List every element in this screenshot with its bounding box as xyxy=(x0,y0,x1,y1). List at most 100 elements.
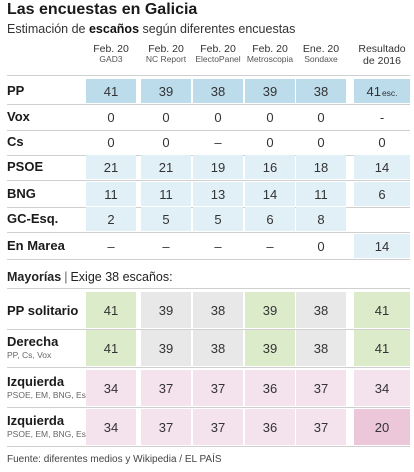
majority-cell: 34 xyxy=(86,409,136,445)
majority-cell: 37 xyxy=(193,409,243,445)
result-header-line2: de 2016 xyxy=(363,54,401,67)
party-label: BNG xyxy=(7,186,36,201)
majority-value: 37 xyxy=(158,419,174,435)
row-divider xyxy=(7,104,410,105)
seat-value: 5 xyxy=(214,211,222,227)
seat-value: – xyxy=(214,238,222,254)
seat-value: 0 xyxy=(162,134,170,150)
result-cell: 14 xyxy=(354,155,410,179)
column-header: Feb. 20 ElectoPanel xyxy=(193,43,243,64)
column-date: Feb. 20 xyxy=(252,43,288,55)
column-date: Ene. 20 xyxy=(302,43,340,55)
majority-value: 37 xyxy=(210,380,226,396)
party-label: GC-Esq. xyxy=(7,211,59,226)
result-cell: 41 esc. xyxy=(354,79,410,103)
seat-cell: 38 xyxy=(193,79,243,103)
majority-value: 41 xyxy=(103,302,119,318)
seat-value: 41 xyxy=(103,83,119,99)
majority-cell: 38 xyxy=(296,330,346,366)
column-date: Feb. 20 xyxy=(148,43,184,55)
seat-value: 14 xyxy=(262,186,278,202)
majority-cell: 38 xyxy=(193,330,243,366)
page-title: Las encuestas en Galicia xyxy=(7,1,198,18)
subtitle-post: según diferentes encuestas xyxy=(139,22,296,36)
seat-cell: 21 xyxy=(86,155,136,179)
seat-value: 0 xyxy=(266,134,274,150)
seat-cell: 13 xyxy=(193,182,243,206)
majority-cell: 37 xyxy=(141,370,191,406)
majority-value: 34 xyxy=(103,419,119,435)
seat-cell: 39 xyxy=(141,79,191,103)
seat-value: 8 xyxy=(317,211,325,227)
seat-cell: 0 xyxy=(245,130,295,154)
seat-cell: 0 xyxy=(141,130,191,154)
majorities-heading: Mayorías | Exige 38 escaños: xyxy=(7,270,173,284)
row-divider xyxy=(7,446,410,447)
seat-value: – xyxy=(266,238,274,254)
seat-value: 13 xyxy=(210,186,226,202)
majority-label: PP solitario xyxy=(7,303,79,318)
result-header: Resultado de 2016 xyxy=(354,43,410,67)
majority-cell: 36 xyxy=(245,370,295,406)
majority-value: 41 xyxy=(103,340,119,356)
majority-result-value: 41 xyxy=(374,302,390,318)
seat-value: 0 xyxy=(214,109,222,125)
seat-value: 0 xyxy=(317,134,325,150)
seat-cell: 5 xyxy=(193,207,243,231)
majority-result-cell: 41 xyxy=(354,330,410,366)
result-cell: - xyxy=(354,105,410,129)
seat-cell: – xyxy=(193,234,243,258)
row-divider xyxy=(7,130,410,131)
seat-cell: 18 xyxy=(296,155,346,179)
majority-result-value: 41 xyxy=(374,340,390,356)
majority-value: 39 xyxy=(158,340,174,356)
seat-cell: 0 xyxy=(296,234,346,258)
column-date: Feb. 20 xyxy=(93,43,129,55)
majority-value: 38 xyxy=(313,340,329,356)
seat-value: – xyxy=(214,134,222,150)
result-header-line1: Resultado xyxy=(358,43,406,55)
majority-result-cell: 41 xyxy=(354,292,410,328)
majority-value: 36 xyxy=(262,419,278,435)
row-divider xyxy=(7,367,410,368)
seat-value: 0 xyxy=(317,238,325,254)
seat-cell: 19 xyxy=(193,155,243,179)
subtitle-bold: escaños xyxy=(88,22,140,36)
majority-value: 39 xyxy=(158,302,174,318)
seat-cell: 39 xyxy=(245,79,295,103)
seat-cell: 0 xyxy=(296,105,346,129)
column-date: Feb. 20 xyxy=(200,43,236,55)
seat-value: 21 xyxy=(158,159,174,175)
result-cell xyxy=(354,207,410,231)
column-header: Ene. 20 Sondaxe xyxy=(296,43,346,64)
seat-cell: 6 xyxy=(245,207,295,231)
result-value: 14 xyxy=(374,159,390,175)
majority-result-value: 20 xyxy=(374,419,390,435)
majority-parties: PSOE, EM, BNG, Esq. xyxy=(7,390,93,400)
majority-cell: 38 xyxy=(193,292,243,328)
majority-value: 38 xyxy=(313,302,329,318)
seat-value: 0 xyxy=(107,134,115,150)
majority-cell: 39 xyxy=(141,330,191,366)
party-label: En Marea xyxy=(7,238,65,253)
seat-cell: 0 xyxy=(86,130,136,154)
seat-value: 11 xyxy=(314,186,328,202)
result-suffix: esc. xyxy=(381,87,398,98)
seat-value: 5 xyxy=(162,211,170,227)
seat-cell: – xyxy=(141,234,191,258)
majority-label: Izquierda xyxy=(7,413,65,428)
seat-cell: 0 xyxy=(296,130,346,154)
row-divider xyxy=(7,259,410,260)
majority-parties: PSOE, EM, BNG, Esq. xyxy=(7,429,93,439)
seat-cell: 0 xyxy=(141,105,191,129)
result-value: - xyxy=(379,109,385,125)
result-cell: 14 xyxy=(354,234,410,258)
result-cell: 6 xyxy=(354,182,410,206)
seat-cell: 16 xyxy=(245,155,295,179)
seat-value: 11 xyxy=(104,186,118,202)
majorities-heading-text: Exige 38 escaños: xyxy=(70,270,173,284)
seat-cell: 41 xyxy=(86,79,136,103)
seat-value: 11 xyxy=(159,186,173,202)
majority-parties: PP, Cs, Vox xyxy=(7,350,52,360)
majority-cell: 39 xyxy=(141,292,191,328)
